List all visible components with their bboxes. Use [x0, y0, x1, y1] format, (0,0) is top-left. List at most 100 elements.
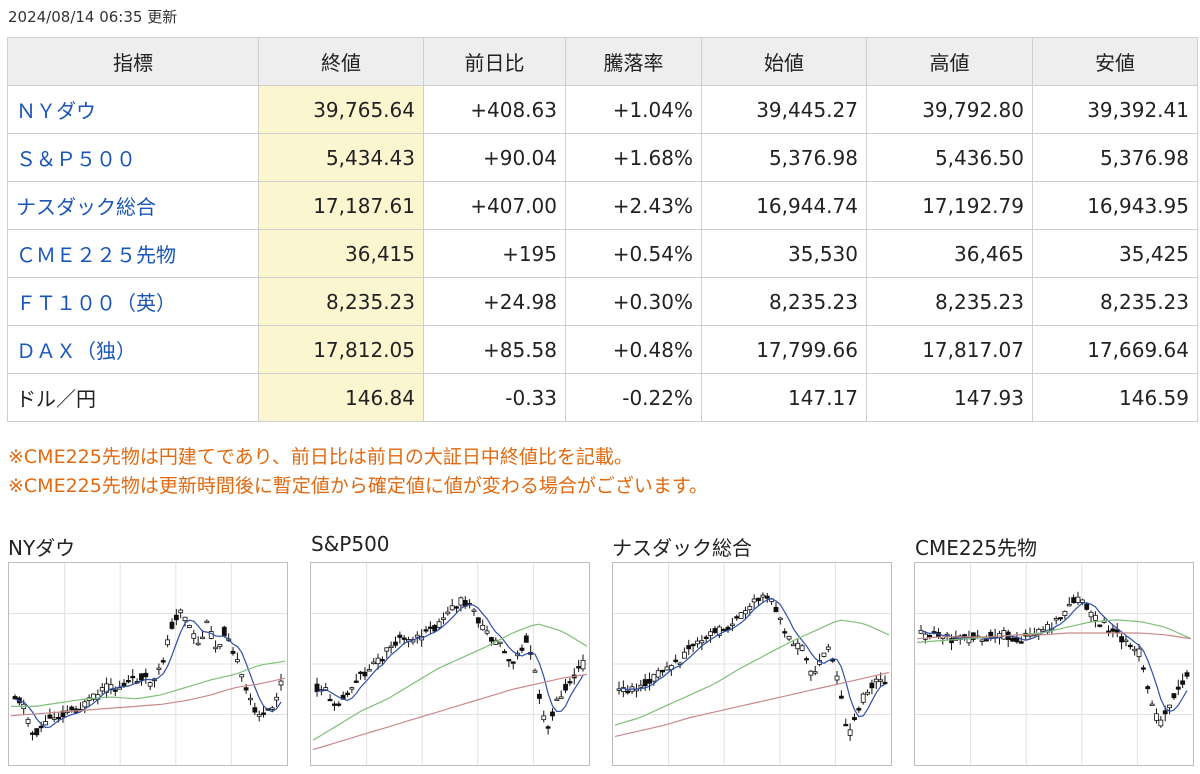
candle-body — [143, 672, 149, 678]
candle-body — [12, 696, 18, 700]
candle-body — [852, 717, 857, 720]
candle-body — [576, 666, 582, 669]
candle-body — [1097, 624, 1103, 627]
candle-body — [860, 693, 866, 703]
candle-body — [502, 651, 507, 654]
indicator-cell[interactable]: ＤＡＸ（独） — [7, 325, 259, 374]
candle-body — [782, 631, 788, 634]
candle-body — [756, 597, 761, 602]
candle-body — [536, 693, 542, 699]
candle-body — [69, 706, 75, 711]
candle-body — [314, 683, 320, 693]
change-cell: +24.98 — [423, 277, 566, 326]
candle-body — [1053, 618, 1059, 621]
candle-body — [204, 620, 210, 624]
indicator-cell[interactable]: Ｓ＆Ｐ５００ — [7, 133, 259, 182]
candle-body — [1136, 648, 1142, 658]
indicator-cell[interactable]: ＦＴ１００（英） — [7, 277, 259, 326]
chart-title-nasdaq: ナスダック総合 — [612, 536, 752, 560]
close-cell: 39,765.64 — [258, 85, 424, 134]
candle-body — [213, 646, 218, 650]
indicator-cell[interactable]: ＣＭＥ２２５先物 — [7, 229, 259, 278]
candle-body — [695, 640, 700, 645]
candle-body — [187, 625, 192, 628]
indicator-link[interactable]: Ｓ＆Ｐ５００ — [16, 147, 136, 171]
indicator-link[interactable]: ＣＭＥ２２５先物 — [16, 243, 176, 267]
indicator-link[interactable]: ＦＴ１００（英） — [16, 291, 176, 315]
candle-body — [506, 659, 512, 662]
candle-body — [269, 707, 275, 710]
candle-body — [380, 659, 385, 662]
candle-body — [108, 684, 114, 691]
candle-body — [217, 644, 223, 648]
change-cell: +195 — [423, 229, 566, 278]
candle-body — [1162, 710, 1168, 715]
rate-cell: +0.54% — [565, 229, 702, 278]
open-cell: 35,530 — [701, 229, 867, 278]
high-cell: 147.93 — [866, 373, 1033, 422]
candle-body — [843, 723, 849, 727]
candle-body — [638, 684, 644, 688]
candle-body — [804, 658, 809, 661]
candle-body — [620, 687, 626, 692]
candle-body — [1040, 629, 1046, 632]
indicator-cell[interactable]: ＮＹダウ — [7, 85, 259, 134]
candle-body — [34, 728, 40, 736]
candle-body — [432, 624, 438, 632]
table-row: ＣＭＥ２２５先物 36,415 +195 +0.54% 35,530 36,465 35,4… — [7, 229, 1198, 278]
candle-body — [519, 647, 525, 651]
candle-body — [721, 628, 727, 632]
candle-body — [869, 682, 875, 689]
candle-body — [1127, 644, 1133, 648]
candle-body — [489, 637, 494, 642]
candle-body — [747, 606, 753, 611]
chart-thumbnail-sp500[interactable] — [310, 562, 590, 766]
chart-thumbnail-nydow[interactable] — [8, 562, 288, 766]
chart-thumbnail-cme225[interactable] — [914, 562, 1194, 766]
candle-body — [349, 687, 355, 690]
high-cell: 39,792.80 — [866, 85, 1033, 134]
open-cell: 5,376.98 — [701, 133, 867, 182]
candle-body — [1071, 597, 1077, 604]
candle-body — [751, 598, 757, 603]
candle-body — [773, 606, 779, 613]
indicator-cell[interactable]: ナスダック総合 — [7, 181, 259, 230]
high-cell: 17,192.79 — [866, 181, 1033, 230]
candle-body — [130, 675, 136, 679]
candle-body — [388, 645, 394, 648]
candlestick-chart — [9, 563, 287, 765]
candle-body — [125, 680, 131, 683]
table-header-row: 指標 終値 前日比 騰落率 始値 高値 安値 — [7, 37, 1198, 86]
candle-body — [1075, 596, 1081, 603]
ma-long-line — [10, 677, 286, 717]
close-cell: 146.84 — [258, 373, 424, 422]
candle-body — [82, 701, 88, 708]
candle-body — [523, 635, 529, 643]
ma-short-line — [14, 619, 282, 729]
candle-body — [799, 645, 805, 651]
candle-body — [712, 628, 718, 633]
candle-body — [441, 617, 446, 620]
chart-title-sp500: S&P500 — [311, 532, 390, 556]
close-cell: 36,415 — [258, 229, 424, 278]
rate-cell: +1.04% — [565, 85, 702, 134]
candle-body — [371, 661, 377, 664]
header-open: 始値 — [701, 37, 867, 86]
close-cell: 17,187.61 — [258, 181, 424, 230]
candle-body — [121, 682, 127, 687]
candle-body — [642, 679, 648, 687]
rate-cell: +2.43% — [565, 181, 702, 230]
candle-body — [445, 611, 451, 615]
candle-body — [1158, 719, 1164, 727]
candle-body — [1088, 611, 1094, 618]
ma-long-line — [916, 632, 1192, 640]
indicator-link[interactable]: ナスダック総合 — [16, 195, 156, 219]
candles — [918, 591, 1190, 728]
chart-thumbnail-nasdaq[interactable] — [612, 562, 892, 766]
indicator-link[interactable]: ＤＡＸ（独） — [16, 339, 136, 363]
indicator-link[interactable]: ＮＹダウ — [16, 99, 96, 123]
candle-body — [856, 708, 862, 711]
open-cell: 17,799.66 — [701, 325, 867, 374]
candle-body — [278, 680, 284, 686]
candle-body — [743, 610, 748, 615]
